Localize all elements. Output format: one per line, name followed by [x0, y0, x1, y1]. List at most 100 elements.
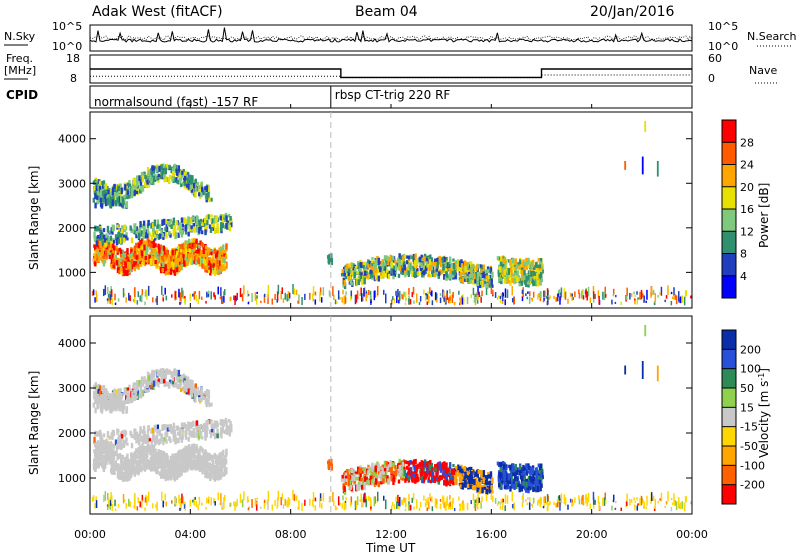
power-ground-cell [161, 285, 163, 295]
power-ground-cell [128, 292, 130, 301]
power-cell [209, 227, 213, 233]
power-cell [394, 259, 397, 265]
power-cell [438, 271, 441, 276]
velocity-cell [109, 440, 113, 447]
power-ground-cell [94, 297, 96, 303]
velocity-cell [179, 436, 182, 440]
power-cell [113, 195, 117, 201]
power-cell [102, 228, 106, 233]
power-cell [140, 185, 143, 191]
power-ground-cell [147, 285, 150, 296]
power-ground-cell [239, 287, 242, 298]
power-cell [344, 266, 348, 271]
velocity-cell [152, 465, 155, 471]
power-cell [354, 268, 357, 272]
power-cell [229, 215, 232, 221]
velocity-cell [140, 435, 143, 442]
power-cell [132, 177, 136, 185]
power-cell [469, 269, 472, 273]
power-ground-cell [183, 298, 186, 303]
power-ground-cell [243, 285, 245, 295]
power-cell [187, 183, 191, 190]
power-ground-cell [560, 287, 563, 298]
power-cell [473, 277, 477, 284]
power-cell [181, 170, 184, 176]
power-cell [328, 257, 331, 264]
power-cell [225, 222, 228, 229]
velocity-cell [168, 436, 171, 441]
power-cell [207, 266, 211, 271]
power-ground-cell [117, 298, 120, 302]
velocity-cell [176, 451, 180, 458]
velocity-cell [120, 443, 123, 450]
power-cell [120, 188, 123, 195]
power-cell [104, 249, 108, 257]
power-cell [142, 234, 145, 240]
power-ground-cell [571, 293, 574, 297]
velocity-cell [151, 369, 154, 377]
power-cell [513, 272, 516, 277]
power-cell [135, 248, 139, 254]
velocity-cell [405, 473, 409, 478]
power-cell [195, 238, 198, 244]
power-strip [624, 161, 627, 170]
velocity-cell [159, 450, 163, 456]
power-ground-cell [108, 297, 110, 302]
power-ground-cell [293, 288, 296, 296]
freq-label-2: [MHz] [4, 64, 36, 77]
power-cell [183, 260, 186, 265]
power-ground-cell [222, 301, 224, 304]
power-ground-cell [511, 285, 513, 296]
colorbar-swatch [722, 253, 736, 277]
power-cell [142, 240, 145, 244]
power-ground-cell [107, 293, 110, 301]
power-cell [426, 265, 429, 270]
power-cell [92, 253, 96, 257]
power-cell [212, 263, 215, 268]
power-cell [486, 266, 490, 271]
velocity-cell [103, 444, 107, 448]
velocity-cell [164, 436, 167, 442]
power-ground-cell [298, 294, 300, 304]
velocity-cell [148, 460, 151, 465]
velocity-cell [170, 371, 173, 378]
power-cell [166, 254, 170, 259]
power-cell [151, 176, 154, 181]
power-cell [160, 171, 163, 179]
velocity-cell [448, 462, 452, 470]
power-ground-cell [139, 295, 141, 302]
cpid-label: CPID [6, 88, 38, 102]
power-cell [95, 249, 99, 255]
velocity-cell [102, 460, 106, 465]
power-cell [457, 258, 460, 266]
power-cell [120, 237, 123, 244]
power-ground-cell [144, 301, 146, 306]
power-cell [172, 266, 176, 273]
velocity-cell [93, 390, 96, 395]
power-cell [356, 271, 359, 275]
power-cell [168, 263, 172, 270]
velocity-cell [172, 372, 175, 379]
power-ground-cell [411, 291, 414, 298]
power-ground-cell [342, 289, 344, 295]
power-cell [399, 265, 402, 272]
power-cell [444, 260, 447, 267]
power-cell [348, 263, 352, 267]
power-cell [520, 276, 523, 280]
power-cell [452, 262, 456, 270]
power-cell [182, 181, 185, 186]
power-cell [98, 227, 101, 231]
colorbar-swatch [722, 142, 736, 165]
velocity-cell [195, 449, 198, 454]
velocity-cell [133, 472, 137, 477]
velocity-cell [166, 459, 170, 465]
velocity-cell [172, 459, 175, 465]
velocity-cell [132, 382, 136, 389]
power-cell [207, 260, 211, 266]
velocity-cell [383, 460, 387, 467]
velocity-cell [168, 379, 172, 384]
power-ground-cell [659, 292, 661, 295]
power-cell [145, 183, 149, 188]
power-cell [135, 234, 138, 239]
power-cell [104, 201, 108, 207]
